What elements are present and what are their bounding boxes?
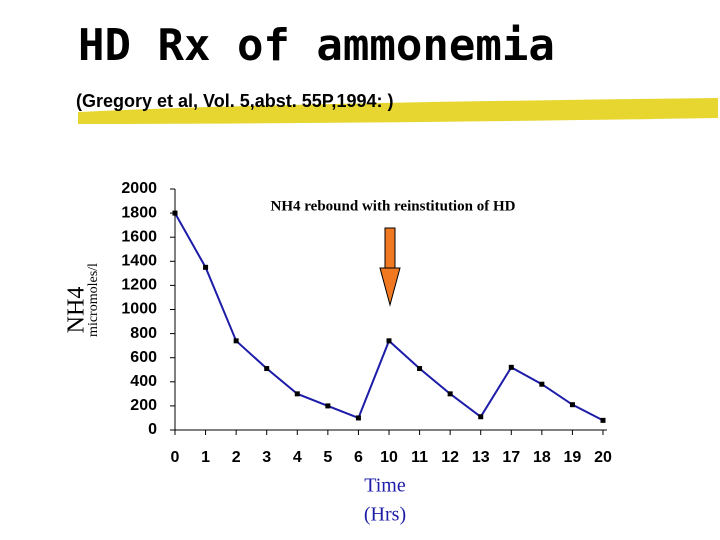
point	[233, 338, 239, 344]
x-tick-label: 20	[594, 449, 612, 466]
y-tick-label: 1600	[121, 228, 157, 245]
y-tick-label: 1800	[121, 204, 157, 221]
y-tick-label: 1200	[121, 277, 157, 294]
point	[294, 391, 300, 397]
x-tick-label: 11	[411, 449, 428, 466]
x-tick-label: 17	[502, 449, 520, 466]
x-axis-label: Time	[364, 475, 406, 497]
x-tick-label: 12	[441, 449, 459, 466]
y-tick-label: 600	[130, 349, 157, 366]
annotation-arrow	[379, 227, 401, 307]
y-axis-unit: micromoles/l	[86, 263, 101, 337]
point	[264, 366, 270, 372]
x-tick-label: 5	[323, 449, 332, 466]
x-axis-label: (Hrs)	[364, 504, 406, 526]
chart-title: HD Rx of ammonemia	[78, 20, 555, 71]
y-tick-label: 800	[130, 325, 157, 342]
x-tick-label: 10	[380, 449, 398, 466]
title-highlight	[78, 98, 718, 124]
x-tick-label: 0	[171, 449, 180, 466]
x-tick-label: 6	[354, 449, 363, 466]
point	[386, 338, 392, 344]
point	[447, 391, 453, 397]
y-tick-label: 1000	[121, 301, 157, 318]
chart-subtitle: (Gregory et al, Vol. 5,abst. 55P,1994: )	[76, 91, 393, 111]
y-axis-label: NH4	[64, 287, 90, 334]
x-tick-label: 1	[201, 449, 210, 466]
point	[478, 414, 484, 420]
point	[203, 264, 209, 270]
x-tick-label: 13	[472, 449, 490, 466]
point	[355, 415, 361, 421]
y-tick-label: 0	[148, 421, 157, 438]
point	[539, 381, 545, 387]
x-tick-label: 18	[533, 449, 551, 466]
point	[569, 402, 575, 408]
point	[508, 364, 514, 370]
y-tick-label: 200	[130, 397, 157, 414]
point	[172, 210, 178, 216]
point	[600, 417, 606, 423]
y-tick-label: 1400	[121, 253, 157, 270]
point	[417, 366, 423, 372]
y-tick-label: 400	[130, 373, 157, 390]
y-tick-label: 2000	[121, 180, 157, 197]
annotation: NH4 rebound with reinstitution of HD	[271, 198, 516, 214]
x-tick-label: 3	[262, 449, 271, 466]
point	[325, 403, 331, 409]
x-tick-label: 19	[564, 449, 582, 466]
x-tick-label: 4	[293, 449, 302, 466]
x-tick-label: 2	[232, 449, 241, 466]
